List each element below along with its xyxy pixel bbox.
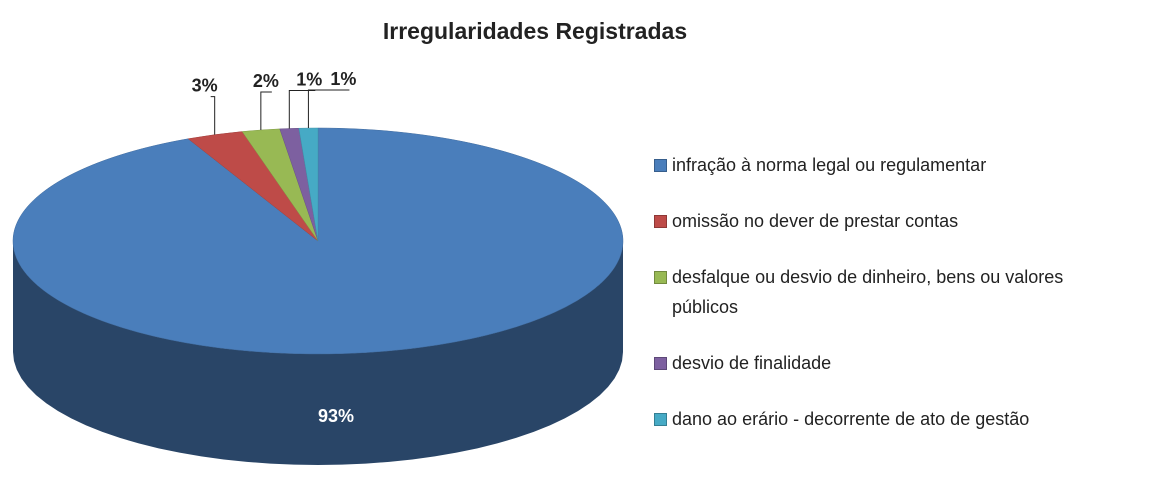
- pie-labels: 93% 3% 2% 1% 1%: [192, 69, 357, 426]
- legend-item: omissão no dever de prestar contas: [654, 206, 1154, 236]
- pie-tops: [12, 127, 624, 355]
- data-label: 1%: [296, 69, 322, 89]
- pie-sides: [13, 241, 623, 465]
- data-label: 2%: [253, 71, 279, 91]
- legend-item: infração à norma legal ou regulamentar: [654, 150, 1154, 180]
- leader-line: [288, 90, 316, 129]
- legend-swatch: [654, 271, 667, 284]
- legend-swatch: [654, 357, 667, 370]
- pie-slice: [298, 127, 319, 242]
- legend-label: desfalque ou desvio de dinheiro, bens ou…: [672, 267, 1064, 317]
- legend-label: omissão no dever de prestar contas: [672, 211, 959, 231]
- leader-line: [260, 91, 272, 131]
- data-label: 93%: [318, 406, 354, 426]
- legend-label: desvio de finalidade: [672, 353, 832, 373]
- legend-swatch: [654, 159, 667, 172]
- leader-line: [210, 96, 216, 135]
- legend-swatch: [654, 215, 667, 228]
- legend-item: dano ao erário - decorrente de ato de ge…: [654, 404, 1154, 434]
- data-label: 3%: [192, 75, 218, 95]
- legend-swatch: [654, 413, 667, 426]
- legend-item: desvio de finalidade: [654, 348, 1154, 378]
- legend: infração à norma legal ou regulamentar om…: [654, 150, 1154, 460]
- leader-line: [307, 89, 350, 129]
- legend-label: dano ao erário - decorrente de ato de ge…: [672, 409, 1030, 429]
- legend-label: infração à norma legal ou regulamentar: [672, 155, 987, 175]
- chart-title: Irregularidades Registradas: [383, 18, 687, 44]
- data-label: 1%: [330, 69, 356, 89]
- pie-side: [13, 241, 623, 465]
- legend-item: desfalque ou desvio de dinheiro, bens ou…: [654, 262, 1154, 322]
